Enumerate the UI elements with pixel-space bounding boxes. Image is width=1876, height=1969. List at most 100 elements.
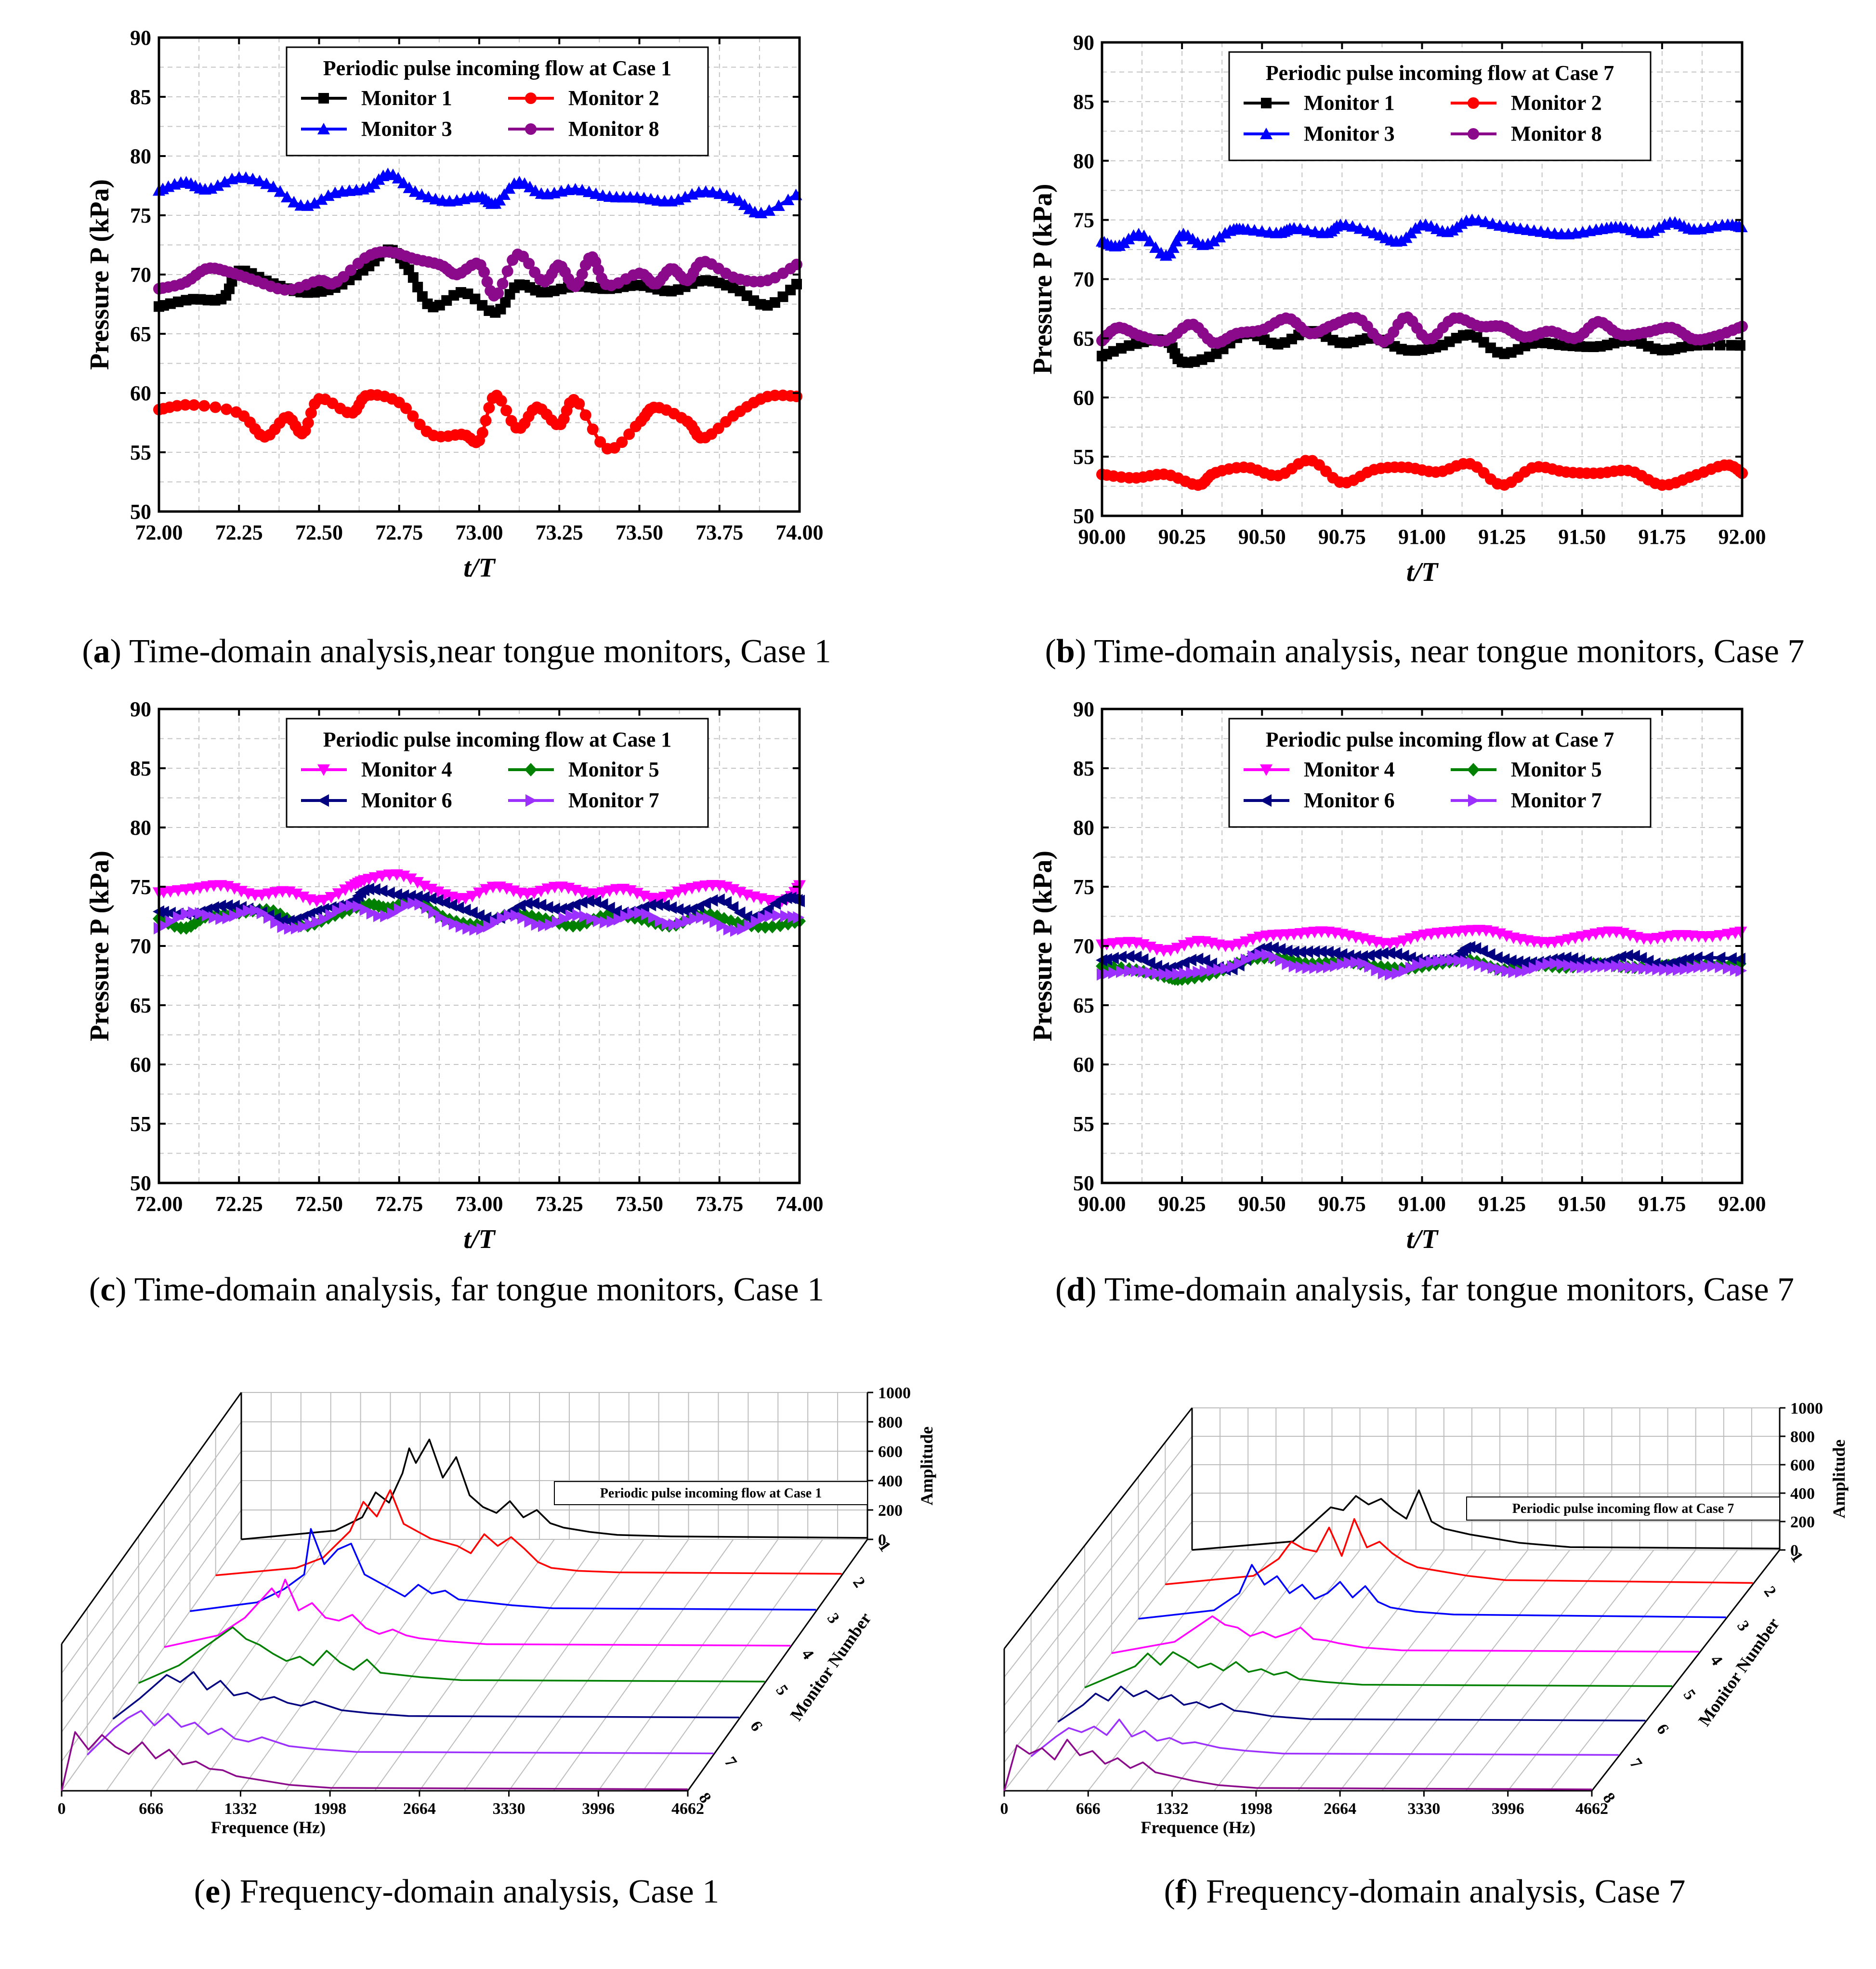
x-tick-label: 3330 [493,1800,525,1818]
data-point [1474,958,1486,971]
monitor-trace-2 [215,1489,842,1576]
data-point [263,911,275,924]
legend-title: Periodic pulse incoming flow at Case 1 [323,56,672,80]
data-point [587,423,599,435]
data-point [418,880,431,893]
data-point [576,268,588,280]
x-tick-label: 90.25 [1158,525,1206,549]
data-point [1371,963,1383,976]
data-point [665,889,678,901]
x-tick-label: 72.50 [295,521,343,544]
panel-caption: (f) Frequency-domain analysis, Case 7 [1164,1873,1686,1910]
data-point [332,888,345,900]
data-point [759,920,772,934]
x-tick-label: 4662 [671,1800,704,1818]
data-point [551,915,564,928]
data-point [641,908,653,921]
x-tick-label: 1998 [1240,1800,1273,1818]
data-point [1138,965,1150,978]
data-point [243,904,255,917]
data-point [315,193,328,205]
data-point [1570,960,1582,973]
data-point [541,901,553,914]
data-point [421,901,433,914]
y-tick-label: 75 [1073,209,1094,232]
data-point [593,915,604,928]
data-point [1439,954,1451,967]
floor-gridline [1256,1549,1444,1791]
data-point [1638,962,1650,975]
z-tick-label: 800 [878,1414,903,1431]
data-point [1659,963,1671,976]
data-point [1323,960,1335,973]
data-point [1508,965,1520,978]
data-point [359,903,371,916]
data-point [545,918,557,931]
monitor-trace-1 [241,1438,868,1540]
z-tick-label: 0 [1790,1542,1798,1560]
legend-marker [1467,763,1480,776]
data-point [1115,965,1128,978]
floor-gridline [195,1539,376,1791]
data-point [672,886,685,898]
spectrum-line [1111,1615,1699,1654]
data-point [623,428,635,440]
data-point [672,903,684,916]
y-tick-label: 50 [130,500,151,524]
data-point [256,906,268,919]
data-point [179,399,191,411]
data-point [481,276,493,288]
data-point [1604,959,1616,972]
legend-item-label: Monitor 7 [568,788,659,812]
data-point [1391,967,1404,980]
data-point [246,172,259,184]
data-point [1714,951,1726,964]
z-tick-label: 600 [878,1443,903,1461]
back-wall [241,1392,868,1540]
data-point [1350,956,1362,969]
y-tick-label: 55 [1073,1112,1094,1136]
data-point [1108,966,1120,979]
legend: Periodic pulse incoming flow at Case 7 Mo… [1228,51,1652,161]
data-point [1322,945,1334,958]
x-axis-label: t/T [1406,557,1439,587]
monitor-tick-label: 5 [772,1682,791,1699]
data-point [1315,945,1327,958]
y-tick-label: 70 [130,934,151,958]
legend-marker [317,123,330,134]
y-tick-label: 50 [1073,1171,1094,1195]
data-point [1123,950,1135,963]
y-tick-label: 60 [1073,1053,1094,1076]
monitor-tick-label: 5 [1680,1686,1699,1703]
y-tick-label: 60 [130,1053,151,1076]
data-point [727,901,739,914]
y-tick-label: 55 [1073,445,1094,469]
x-tick-label: 72.00 [135,1192,183,1216]
data-point [345,264,357,276]
data-point [1164,945,1177,957]
data-point [1233,957,1246,970]
side-gridline [1004,1493,1193,1734]
data-point [1714,930,1727,942]
x-tick-label: 2664 [403,1800,436,1818]
legend-marker [1260,764,1273,776]
data-point [435,911,447,924]
data-point [209,911,220,924]
data-point [521,897,533,910]
data-point [308,197,321,209]
data-point [1614,950,1627,963]
legend-marker [317,764,330,776]
panel-caption: (d) Time-domain analysis, far tongue mon… [1055,1271,1794,1308]
data-point [769,297,780,308]
y-tick-label: 75 [1073,875,1094,899]
chart-panel-f: 0 666 1332 1998 2664 3330 3996 4662 Frequence (H… [1000,1400,1849,1910]
data-point [411,890,423,903]
y-tick-label: 50 [130,1171,151,1195]
caption-text: ) Frequency-domain analysis, Case 7 [1186,1873,1685,1910]
data-point [236,906,248,919]
data-point [1621,949,1633,962]
monitor-trace-5 [1084,1651,1673,1689]
floor-gridline [598,1539,779,1791]
data-point [1261,948,1273,961]
